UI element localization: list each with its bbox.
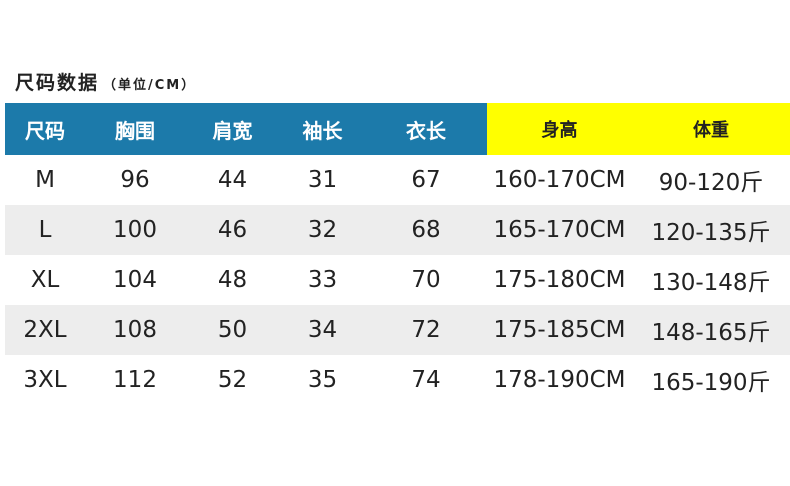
cell-chest: 96 [120, 167, 150, 193]
cell-weight: 130-148斤 [651, 270, 771, 296]
cell-size: 3XL [23, 367, 67, 393]
unit-label: （单位/CM） [103, 78, 197, 93]
cell-sleeve: 31 [307, 167, 338, 193]
cell-sleeve: 33 [307, 267, 338, 293]
cell-height: 178-190CM [493, 367, 626, 393]
cell-weight: 120-135斤 [632, 205, 790, 255]
cell-sleeve: 34 [280, 305, 365, 355]
cell-length: 74 [411, 367, 441, 393]
cell-height: 160-170CM [493, 167, 626, 193]
header-row: 尺码 胸围 肩宽 袖长 衣长 身高 体重 [5, 103, 790, 155]
title-text: 尺码数据 [15, 72, 100, 94]
cell-length: 72 [365, 305, 487, 355]
cell-chest: 104 [113, 267, 157, 293]
cell-length: 67 [411, 167, 441, 193]
size-table: 尺码 胸围 肩宽 袖长 衣长 身高 体重 M 96 44 31 67 160-170CM 9… [5, 103, 790, 405]
cell-shoulder: 48 [217, 267, 248, 293]
header-chest: 胸围 [85, 103, 185, 155]
cell-weight: 165-190斤 [651, 370, 771, 396]
cell-height: 165-170CM [487, 205, 632, 255]
cell-size: 2XL [5, 305, 85, 355]
table-row: 2XL 108 50 34 72 175-185CM 148-165斤 [5, 305, 790, 355]
cell-size: M [35, 167, 55, 193]
cell-chest: 100 [85, 205, 185, 255]
cell-weight: 148-165斤 [632, 305, 790, 355]
table-row: M 96 44 31 67 160-170CM 90-120斤 [5, 155, 790, 205]
header-height: 身高 [487, 103, 632, 155]
cell-sleeve: 35 [307, 367, 338, 393]
cell-chest: 108 [85, 305, 185, 355]
cell-shoulder: 50 [185, 305, 280, 355]
header-shoulder: 肩宽 [185, 103, 280, 155]
cell-size: XL [30, 267, 60, 293]
header-weight: 体重 [632, 103, 790, 155]
cell-shoulder: 46 [185, 205, 280, 255]
cell-size: L [5, 205, 85, 255]
cell-height: 175-180CM [493, 267, 626, 293]
header-length: 衣长 [365, 103, 487, 155]
header-size: 尺码 [5, 103, 85, 155]
header-sleeve: 袖长 [280, 103, 365, 155]
cell-shoulder: 44 [217, 167, 248, 193]
table-row: XL 104 48 33 70 175-180CM 130-148斤 [5, 255, 790, 305]
cell-length: 70 [411, 267, 441, 293]
chart-title: 尺码数据 （单位/CM） [15, 68, 196, 95]
cell-weight: 90-120斤 [658, 170, 764, 196]
cell-height: 175-185CM [487, 305, 632, 355]
cell-chest: 112 [113, 367, 157, 393]
table-row: L 100 46 32 68 165-170CM 120-135斤 [5, 205, 790, 255]
cell-shoulder: 52 [217, 367, 248, 393]
cell-length: 68 [365, 205, 487, 255]
cell-sleeve: 32 [280, 205, 365, 255]
table-row: 3XL 112 52 35 74 178-190CM 165-190斤 [5, 355, 790, 405]
